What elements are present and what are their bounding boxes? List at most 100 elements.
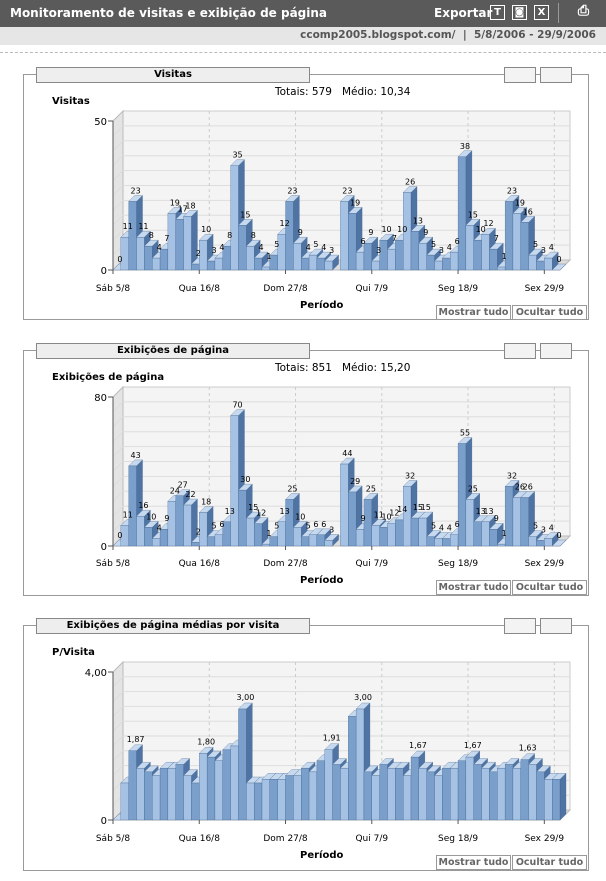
report-subheader: ccomp2005.blogspot.com/ | 5/8/2006 - 29/… (0, 27, 606, 45)
text-export-icon[interactable]: T (490, 5, 505, 20)
y-axis-title: Exibições de página (52, 372, 165, 383)
data-label: 10 (397, 225, 407, 234)
bar-chart-toggle-icon[interactable] (504, 67, 536, 83)
grid-line (112, 691, 124, 702)
bar (552, 779, 561, 821)
grid-line (112, 706, 124, 717)
data-label: 24 (170, 486, 180, 495)
line-chart-toggle-icon[interactable] (540, 618, 572, 634)
bar (457, 443, 467, 547)
data-label: 13 (280, 507, 290, 516)
data-label: 12 (256, 509, 266, 518)
bar (167, 768, 176, 821)
show-all-button[interactable]: Mostrar tudo (436, 580, 511, 595)
data-label: 0 (117, 255, 122, 264)
x-tick-label: Qui 7/9 (355, 834, 388, 844)
bar (144, 527, 153, 547)
print-icon[interactable]: ⎙ (577, 3, 590, 19)
bar (489, 771, 498, 821)
data-label: 5 (211, 522, 216, 531)
hide-all-button[interactable]: Ocultar tudo (512, 580, 587, 595)
hide-all-button[interactable]: Ocultar tudo (512, 855, 587, 870)
bar (442, 768, 451, 821)
data-label: 5 (313, 240, 318, 249)
data-label: 7 (392, 234, 397, 243)
totals-value: 851 (311, 362, 332, 374)
bar (285, 775, 294, 821)
data-label: 25 (468, 484, 478, 493)
data-label: 6 (360, 237, 365, 246)
x-tick-label: Sáb 5/8 (96, 834, 131, 844)
bar (520, 222, 529, 271)
bar (222, 749, 231, 821)
bar (324, 749, 333, 821)
x-tick-label: Sex 29/9 (525, 284, 565, 294)
data-label: 1 (266, 529, 271, 538)
line-chart-toggle-icon[interactable] (540, 343, 572, 359)
bar (450, 768, 459, 821)
bar (246, 782, 255, 821)
data-label: 9 (360, 514, 365, 523)
data-label: 1 (502, 252, 507, 261)
data-label: 3 (211, 246, 216, 255)
data-label: 18 (185, 201, 195, 210)
data-label: 0 (117, 531, 122, 540)
totals-label: Totais: (275, 362, 309, 374)
bar (120, 782, 129, 821)
bar (332, 764, 341, 821)
data-label: 5 (306, 522, 311, 531)
data-label: 6 (455, 520, 460, 529)
visits-panel-title: Visitas (36, 67, 310, 83)
grid-line (112, 416, 124, 428)
web-export-icon[interactable]: ◙ (512, 5, 527, 20)
bar (254, 523, 263, 547)
line-chart-toggle-icon[interactable] (540, 67, 572, 83)
bar (457, 156, 467, 271)
data-label: 23 (507, 186, 517, 195)
bar (371, 775, 380, 821)
data-label: 29 (350, 477, 360, 486)
data-label: 27 (178, 481, 188, 490)
show-all-button[interactable]: Mostrar tudo (436, 855, 511, 870)
x-tick-label: Qui 7/9 (355, 559, 388, 569)
grid-line (112, 446, 124, 457)
export-label: Exportar (434, 6, 493, 20)
bar (128, 201, 137, 271)
bar-chart-toggle-icon[interactable] (504, 618, 536, 634)
data-label: 12 (389, 509, 399, 518)
data-label: 26 (405, 178, 415, 187)
bar (536, 771, 545, 821)
bar (261, 779, 270, 821)
divider (558, 3, 559, 23)
data-label: 15 (240, 210, 250, 219)
data-label: 4 (447, 243, 452, 252)
data-label: 10 (476, 225, 486, 234)
bar (308, 771, 318, 821)
data-label: 2 (196, 249, 201, 258)
data-label: 10 (381, 225, 391, 234)
data-label: 3 (541, 246, 546, 255)
data-label: 35 (232, 151, 242, 160)
data-label: 23 (131, 186, 141, 195)
date-range: 5/8/2006 - 29/9/2006 (474, 29, 596, 41)
bar (175, 764, 184, 821)
bar (230, 745, 239, 821)
data-label: 26 (523, 483, 533, 492)
data-label: 10 (146, 512, 156, 521)
data-label: 16 (523, 207, 533, 216)
x-tick-label: Seg 18/9 (438, 559, 478, 569)
excel-export-icon[interactable]: X (534, 5, 549, 20)
data-label: 4 (447, 524, 452, 533)
grid-line (112, 229, 124, 241)
bar (395, 768, 404, 821)
grid-line (112, 780, 124, 791)
bar (191, 782, 200, 821)
data-label: 1,91 (323, 734, 341, 743)
show-all-button[interactable]: Mostrar tudo (436, 305, 511, 320)
bar-chart-toggle-icon[interactable] (504, 343, 536, 359)
hide-all-button[interactable]: Ocultar tudo (512, 305, 587, 320)
grid-line (112, 200, 124, 211)
bar-side (559, 772, 567, 821)
x-axis-title: Período (300, 575, 344, 586)
